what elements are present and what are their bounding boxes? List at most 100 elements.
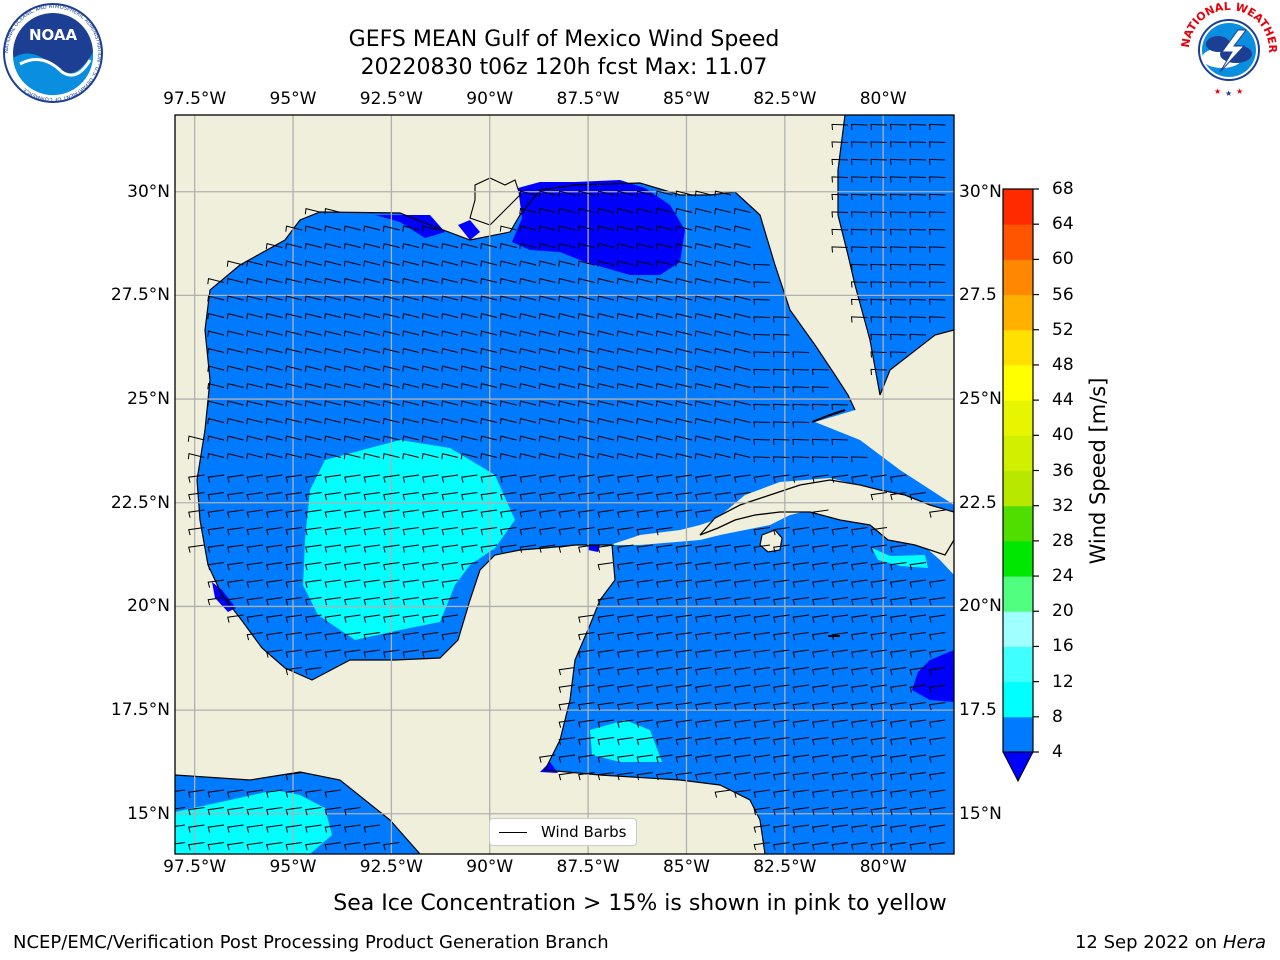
wind-barb bbox=[929, 632, 946, 641]
wind-barb bbox=[538, 452, 556, 460]
wind-barb bbox=[422, 474, 439, 483]
wind-barb bbox=[831, 737, 849, 746]
wind-barb bbox=[558, 737, 576, 746]
wind-barb bbox=[733, 312, 751, 320]
wind-barb bbox=[636, 597, 654, 606]
wind-barb bbox=[597, 474, 615, 483]
wind-barb bbox=[343, 330, 361, 337]
wind-barb bbox=[382, 435, 400, 442]
wind-barb bbox=[694, 400, 712, 407]
wind-barb bbox=[655, 295, 673, 302]
wind-barb bbox=[792, 421, 810, 428]
wind-barb bbox=[344, 597, 361, 606]
wind-barb bbox=[675, 649, 693, 658]
wind-barb bbox=[714, 295, 732, 302]
colorbar-tick-label: 40 bbox=[1052, 425, 1074, 446]
wind-barb bbox=[890, 754, 907, 763]
wind-barb bbox=[909, 333, 927, 341]
wind-barb bbox=[695, 474, 712, 483]
wind-barb bbox=[753, 527, 771, 536]
wind-barb bbox=[831, 807, 849, 816]
wind-barb bbox=[266, 824, 283, 833]
wind-barb bbox=[305, 544, 322, 553]
wind-barb bbox=[402, 649, 420, 658]
colorbar-segment bbox=[1003, 294, 1033, 331]
wind-barb bbox=[909, 123, 927, 131]
wind-barb bbox=[500, 527, 517, 536]
wind-barb bbox=[831, 228, 849, 236]
wind-barb bbox=[929, 772, 946, 781]
colorbar-tick-label: 52 bbox=[1052, 319, 1074, 340]
wind-barb bbox=[441, 544, 459, 553]
wind-barb bbox=[285, 452, 303, 460]
wind-barb bbox=[617, 579, 634, 588]
wind-barb bbox=[265, 330, 283, 337]
wind-barb bbox=[324, 579, 342, 588]
wind-barb bbox=[812, 562, 829, 571]
wind-barb bbox=[246, 365, 264, 372]
wind-barb bbox=[577, 347, 595, 355]
wind-barb bbox=[480, 544, 498, 553]
wind-barb bbox=[343, 277, 361, 285]
wind-barb bbox=[343, 347, 361, 355]
wind-barb bbox=[480, 277, 498, 285]
wind-barb bbox=[656, 632, 673, 641]
lon-tick-label: 85°W bbox=[662, 857, 710, 877]
wind-barb bbox=[617, 772, 634, 781]
wind-barb bbox=[227, 842, 244, 851]
wind-barb bbox=[909, 281, 927, 288]
wind-barb bbox=[207, 400, 225, 407]
wind-barb bbox=[850, 193, 868, 201]
wind-barb bbox=[363, 579, 381, 588]
wind-barb bbox=[558, 509, 576, 518]
wind-barb bbox=[324, 400, 342, 407]
wind-barb bbox=[402, 527, 420, 536]
wind-barb bbox=[344, 562, 361, 571]
wind-barb bbox=[402, 277, 420, 285]
wind-barb bbox=[909, 684, 927, 693]
wind-barb bbox=[421, 277, 439, 285]
wind-barb bbox=[597, 207, 615, 215]
wind-barb bbox=[636, 242, 654, 250]
wind-barb bbox=[577, 260, 595, 267]
wind-barb bbox=[909, 667, 927, 676]
wind-barb bbox=[304, 417, 322, 425]
wind-barb bbox=[578, 544, 595, 553]
wind-barb bbox=[753, 702, 771, 711]
wind-barb bbox=[304, 242, 322, 250]
wind-barb bbox=[285, 417, 303, 425]
wind-barb bbox=[207, 474, 225, 483]
wind-barb bbox=[597, 509, 615, 518]
lon-tick-label: 97.5°W bbox=[163, 857, 227, 877]
wind-barb bbox=[402, 452, 420, 460]
wind-barb bbox=[714, 312, 732, 320]
wind-barb bbox=[636, 544, 654, 553]
wind-barb bbox=[285, 649, 303, 658]
wind-barb bbox=[851, 719, 868, 728]
wind-barb bbox=[675, 492, 693, 501]
wind-barb bbox=[928, 193, 946, 201]
wind-barb bbox=[655, 330, 673, 337]
wind-barb bbox=[850, 158, 868, 166]
wind-barb bbox=[422, 597, 439, 606]
wind-barb bbox=[656, 544, 673, 553]
wind-barb bbox=[499, 400, 517, 407]
wind-barb bbox=[889, 333, 907, 341]
wind-barb bbox=[714, 452, 732, 460]
wind-barb bbox=[675, 754, 693, 763]
colorbar-tick-label: 64 bbox=[1052, 214, 1074, 235]
wind-barb bbox=[909, 246, 927, 253]
wind-barb bbox=[616, 277, 634, 285]
wind-barb bbox=[792, 807, 810, 816]
wind-barb bbox=[305, 509, 322, 518]
wind-barb bbox=[285, 807, 303, 816]
wind-barb bbox=[889, 351, 907, 358]
wind-barb bbox=[480, 382, 498, 390]
wind-barb bbox=[870, 228, 888, 236]
wind-barb bbox=[324, 562, 342, 571]
wind-barb bbox=[402, 295, 420, 302]
wind-barb bbox=[246, 347, 264, 355]
wind-barb bbox=[577, 435, 595, 442]
wind-barb bbox=[285, 242, 303, 250]
lat-tick-label: 17.5 bbox=[959, 700, 997, 721]
